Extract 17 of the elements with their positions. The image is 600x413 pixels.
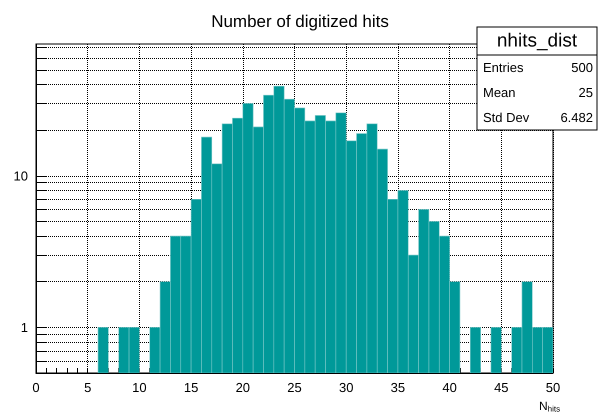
x-tick-label: 30 [338,380,354,395]
x-tick-label: 40 [442,380,457,395]
x-tick-label: 0 [32,380,40,395]
x-tick-label: 50 [546,380,560,395]
annotation: nhits_dist [496,30,578,52]
text: Mean 25 [483,85,593,100]
x-tick-label: 15 [184,380,198,395]
x-tick-label: 25 [287,380,302,395]
x-tick-label: 5 [84,380,92,395]
text: Entries 500 [483,60,593,75]
text: Std Dev 6.482 [483,110,593,125]
x-tick-label: 20 [236,380,250,395]
x-tick-label: 35 [390,380,406,395]
x-tick-label: 45 [494,380,509,395]
x-tick-label: 10 [132,380,147,395]
chart-title: Number of digitized hits [211,12,389,31]
y-tick-label: 1 [20,320,28,335]
